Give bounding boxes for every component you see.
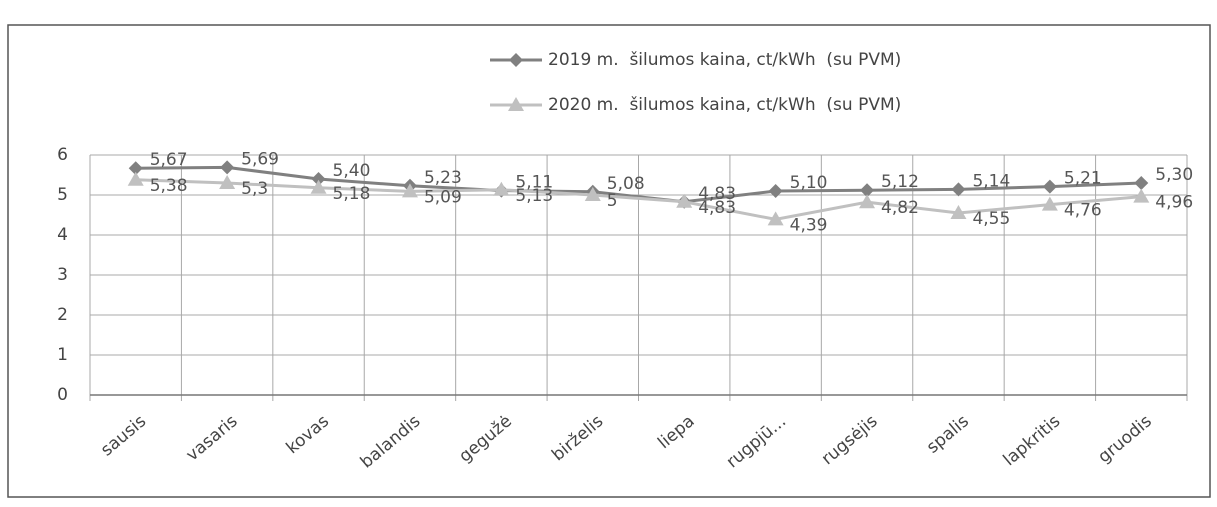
marker: [128, 161, 143, 176]
data-label: 5,3: [241, 179, 268, 199]
y-tick-label: 6: [57, 145, 68, 165]
marker: [859, 194, 876, 209]
marker: [1134, 176, 1149, 190]
marker: [768, 184, 783, 198]
y-tick-label: 0: [57, 385, 68, 405]
data-label: 5,09: [424, 187, 462, 207]
marker: [767, 211, 784, 226]
chart-border: [7, 24, 1211, 498]
y-tick-label: 3: [57, 265, 68, 285]
marker: [860, 183, 875, 198]
marker: [219, 175, 236, 189]
marker: [311, 172, 326, 186]
marker: [951, 182, 966, 197]
marker: [1041, 196, 1058, 211]
marker: [509, 53, 523, 67]
data-label: 5,38: [150, 176, 188, 196]
data-label: 5: [607, 191, 618, 211]
legend-label: 2020 m. šilumos kaina, ct/kWh (su PVM): [548, 95, 901, 115]
marker: [493, 181, 510, 196]
data-label: 5,30: [1155, 165, 1193, 185]
data-label: 4,83: [698, 198, 736, 218]
data-label: 4,76: [1064, 201, 1102, 221]
marker: [220, 160, 235, 175]
data-label: 5,14: [972, 171, 1010, 191]
marker: [310, 179, 327, 194]
data-label: 5,69: [241, 149, 279, 169]
data-label: 4,96: [1155, 193, 1193, 213]
data-label: 5,40: [333, 161, 371, 181]
data-label: 4,83: [698, 184, 736, 204]
data-label: 5,21: [1064, 169, 1102, 189]
data-label: 5,11: [515, 173, 553, 193]
marker: [508, 97, 524, 111]
data-label: 5,67: [150, 150, 188, 170]
data-label: 4,55: [972, 209, 1010, 229]
marker: [1042, 179, 1057, 194]
data-label: 5,13: [515, 186, 553, 206]
data-label: 5,18: [333, 184, 371, 204]
series-line: [135, 165, 1142, 204]
data-label: 5,08: [607, 174, 645, 194]
legend-label: 2019 m. šilumos kaina, ct/kWh (su PVM): [548, 50, 901, 70]
series-line: [135, 178, 1142, 221]
marker: [950, 205, 967, 219]
data-label: 4,39: [790, 215, 828, 235]
data-label: 4,82: [881, 198, 919, 218]
marker: [1133, 188, 1150, 203]
data-label: 5,12: [881, 172, 919, 192]
y-tick-label: 1: [57, 345, 68, 365]
data-label: 5,10: [790, 173, 828, 193]
data-label: 5,23: [424, 168, 462, 188]
y-tick-label: 2: [57, 305, 68, 325]
y-tick-label: 4: [57, 225, 68, 245]
y-tick-label: 5: [57, 185, 68, 205]
marker: [401, 183, 418, 198]
marker: [584, 187, 601, 201]
marker: [676, 193, 693, 208]
marker: [127, 171, 144, 186]
